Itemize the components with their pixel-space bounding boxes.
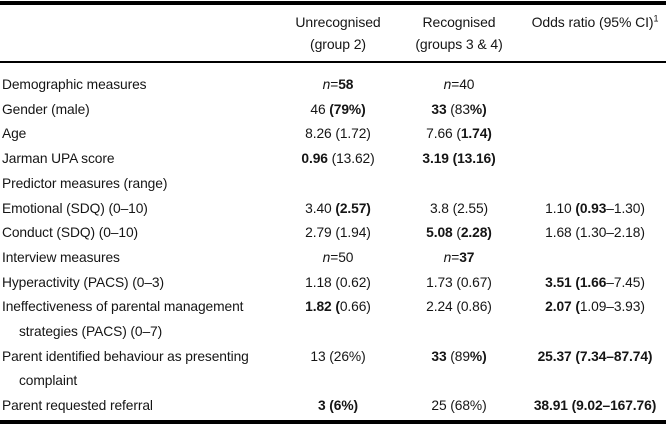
row-label: Parent identified behaviour as presentin… [2,348,249,389]
row-label: Ineffectiveness of parental management st… [2,299,244,340]
cell-unrecognised: n=58 [322,77,354,92]
cell-recognised: 3.19 (13.16) [422,151,496,167]
table-row: Hyperactivity (PACS) (0–3) 1.18 (0.62) 1.7… [0,271,666,296]
row-label: Gender (male) [2,101,90,117]
header-odds-ratio-text: Odds ratio (95% CI) [531,14,654,30]
header-unrecognised-line2: (group 2) [310,36,366,52]
cell-odds-ratio: 2.07 (1.09–3.93) [545,299,645,315]
header-label-column [0,5,282,63]
row-label: Predictor measures (range) [2,175,168,191]
table-row: Age 8.26 (1.72) 7.66 (1.74) [0,122,666,147]
header-recognised-line2: (groups 3 & 4) [415,36,503,52]
row-label: Conduct (SDQ) (0–10) [2,225,139,241]
row-label: Demographic measures [2,77,147,92]
cell-unrecognised: 1.18 (0.62) [305,274,371,290]
footnote-marker: 1 [653,13,659,24]
header-unrecognised: Unrecognised (group 2) [282,5,394,63]
cell-odds-ratio [524,147,666,172]
cell-odds-ratio: 25.37 (7.34–87.74) [537,348,653,364]
table-row: Parent requested referral 3 (6%) 25 (68%) 3… [0,394,666,419]
cell-odds-ratio: 1.68 (1.30–2.18) [545,225,645,241]
top-rule [0,1,666,5]
cell-odds-ratio [524,98,666,123]
header-odds-ratio: Odds ratio (95% CI)1 [524,5,666,63]
cell-recognised: 3.8 (2.55) [429,200,489,216]
table-body: Demographic measures n=58 n=40 Gender (male… [0,62,666,419]
cell-odds-ratio: 1.10 (0.93–1.30) [545,200,645,216]
cell-recognised: 33 (89%) [431,348,487,364]
cell-odds-ratio: 3.51 (1.66–7.45) [545,274,645,290]
table-row: Emotional (SDQ) (0–10) 3.40 (2.57) 3.8 (2.… [0,197,666,222]
cell-unrecognised: 13 (26%) [310,348,366,364]
row-label: Jarman UPA score [2,151,115,167]
header-recognised-line1: Recognised [422,14,496,30]
row-label: Interview measures [2,249,120,265]
cell-unrecognised: n=50 [322,249,354,265]
cell-unrecognised: 1.82 (0.66) [305,299,371,315]
table-row: Interview measures n=50 n=37 [0,246,666,271]
cell-odds-ratio [524,122,666,147]
table-row: Parent identified behaviour as presentin… [0,345,666,394]
cell-recognised [394,172,524,197]
cell-recognised: 7.66 (1.74) [426,126,492,142]
cell-unrecognised: 2.79 (1.94) [305,225,371,241]
table-row: Gender (male) 46 (79%) 33 (83%) [0,98,666,123]
results-table: Unrecognised (group 2) Recognised (group… [0,5,666,419]
cell-odds-ratio: 38.91 (9.02–167.76) [533,398,657,414]
table-row: Ineffectiveness of parental management st… [0,295,666,344]
row-label: Emotional (SDQ) (0–10) [2,200,148,216]
table-row: Demographic measures n=58 n=40 [0,62,666,98]
header-recognised: Recognised (groups 3 & 4) [394,5,524,63]
table-row: Conduct (SDQ) (0–10) 2.79 (1.94) 5.08 (2.2… [0,221,666,246]
row-label: Age [2,126,27,142]
header-unrecognised-line1: Unrecognised [295,14,381,30]
cell-unrecognised: 3.40 (2.57) [305,200,371,216]
cell-recognised: n=37 [443,249,475,265]
cell-recognised: 33 (83%) [431,101,487,117]
table-row: Predictor measures (range) [0,172,666,197]
table-row: Jarman UPA score 0.96 (13.62) 3.19 (13.16) [0,147,666,172]
bottom-rule [0,420,666,424]
cell-odds-ratio [524,62,666,98]
row-label: Hyperactivity (PACS) (0–3) [2,274,164,290]
cell-odds-ratio [524,246,666,271]
cell-unrecognised: 0.96 (13.62) [301,151,375,167]
cell-recognised: 5.08 (2.28) [426,225,492,241]
cell-recognised: 1.73 (0.67) [426,274,492,290]
row-label: Parent requested referral [2,398,153,414]
cell-unrecognised: 46 (79%) [310,101,366,117]
cell-recognised: 2.24 (0.86) [426,299,492,315]
cell-unrecognised [282,172,394,197]
header-row: Unrecognised (group 2) Recognised (group… [0,5,666,63]
cell-recognised: n=40 [443,77,475,92]
cell-unrecognised: 3 (6%) [317,398,359,414]
cell-recognised: 25 (68%) [431,398,487,414]
cell-odds-ratio [524,172,666,197]
cell-unrecognised: 8.26 (1.72) [305,126,371,142]
